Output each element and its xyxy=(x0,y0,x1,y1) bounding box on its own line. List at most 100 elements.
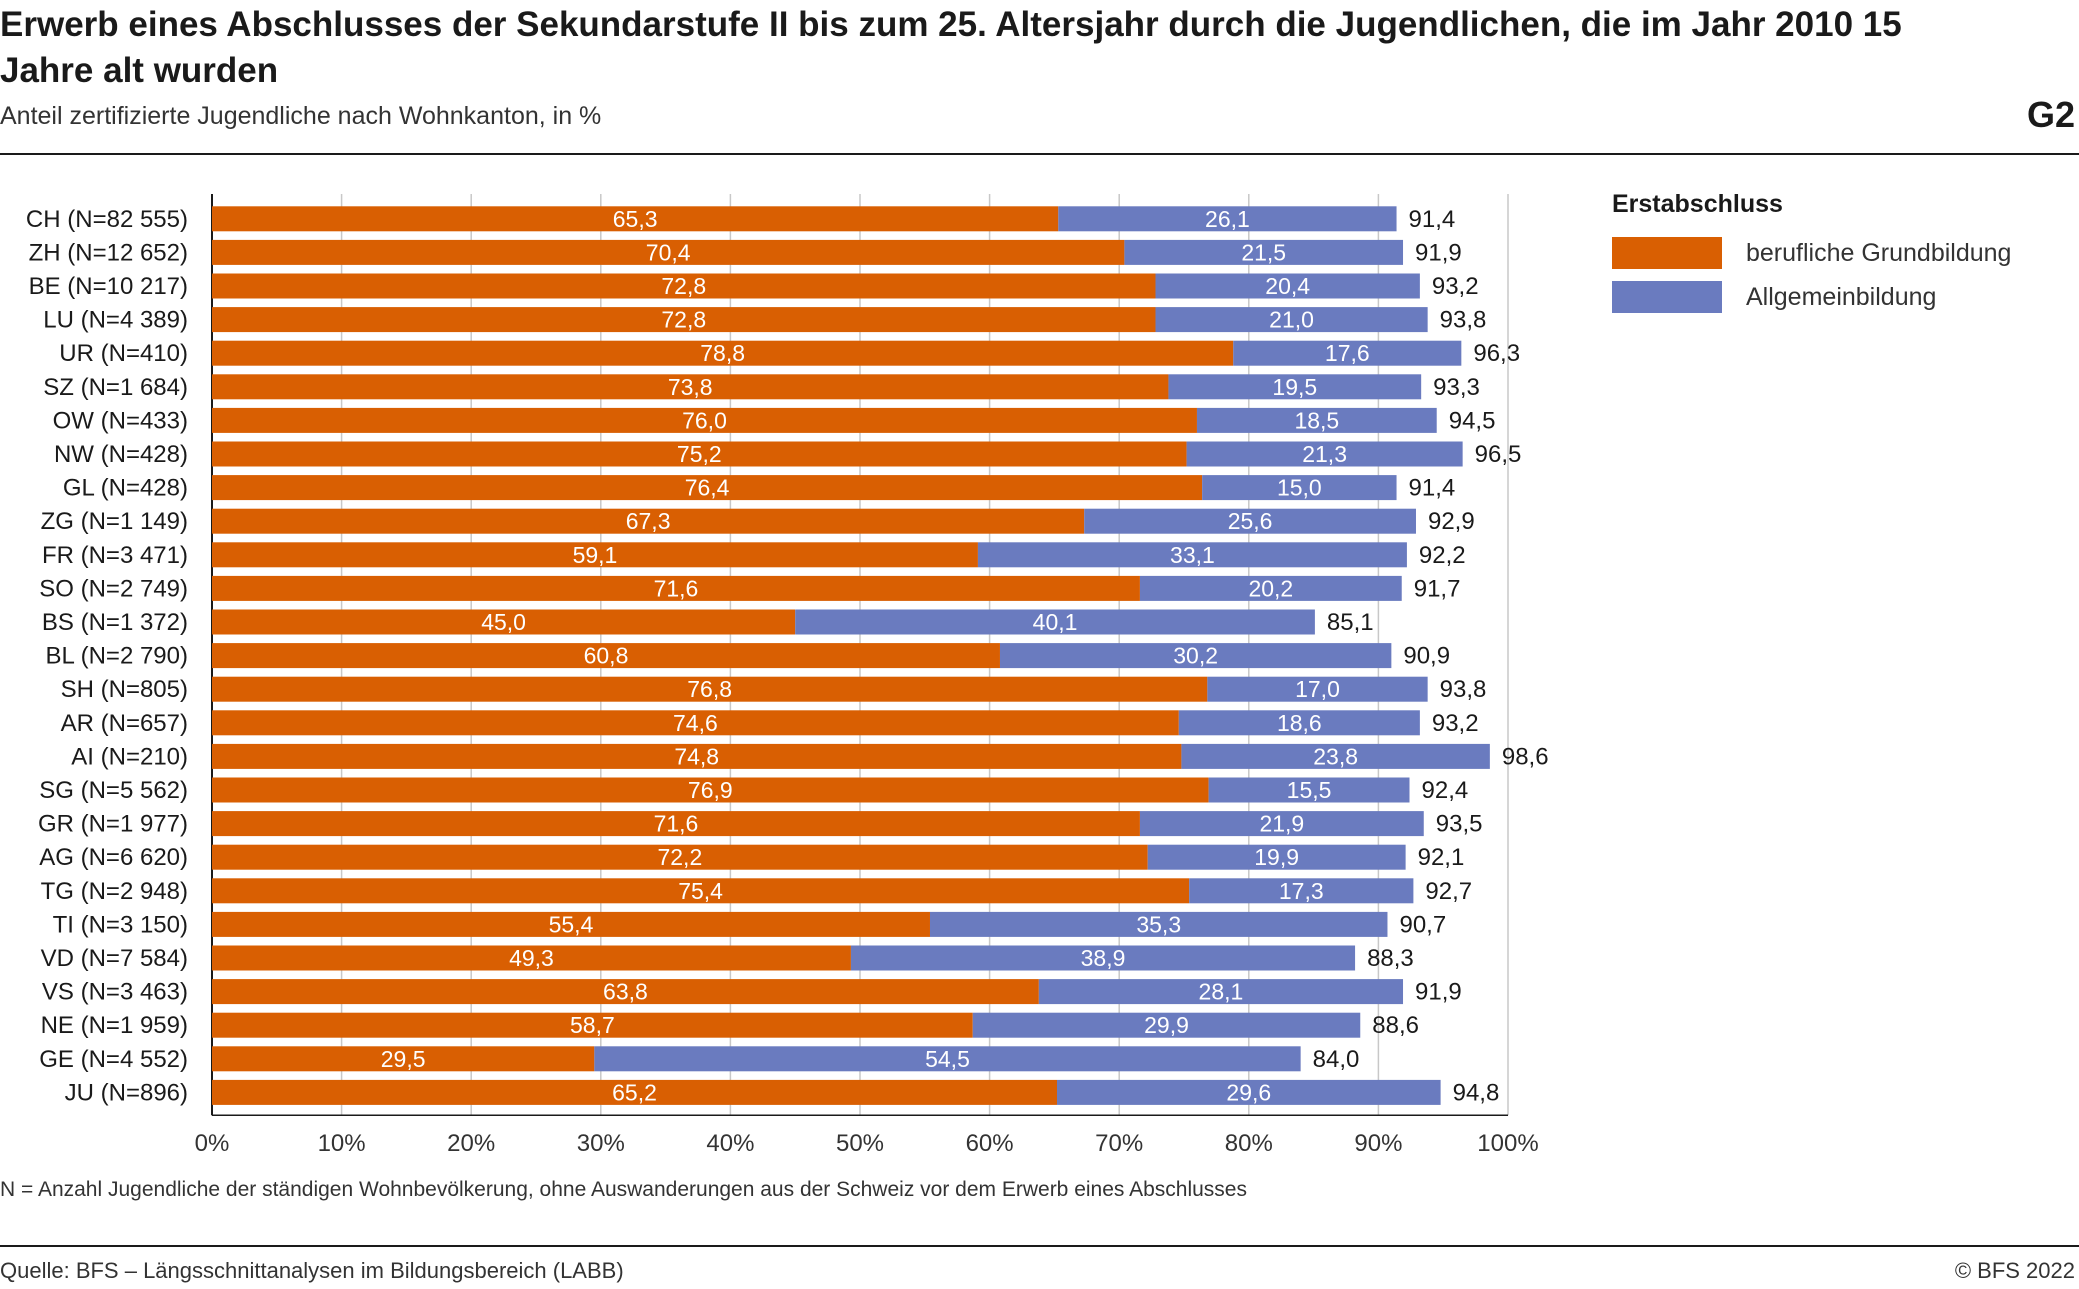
total-label: 90,7 xyxy=(1399,911,1446,938)
bar-berufliche xyxy=(212,911,930,937)
value-label-berufliche: 67,3 xyxy=(626,508,671,534)
total-label: 91,7 xyxy=(1414,575,1461,602)
bar-allgemein xyxy=(1038,979,1404,1005)
bar-allgemein xyxy=(1189,878,1414,904)
bar-berufliche xyxy=(212,1046,595,1072)
bar-berufliche xyxy=(212,508,1085,534)
bar-berufliche xyxy=(212,811,1140,837)
bar-allgemein xyxy=(1084,508,1416,534)
category-label: AG (N=6 620) xyxy=(39,844,188,871)
value-label-allgemein: 21,0 xyxy=(1269,307,1314,333)
value-label-allgemein: 54,5 xyxy=(925,1046,970,1072)
bar-allgemein xyxy=(1168,374,1422,400)
category-label: ZH (N=12 652) xyxy=(29,239,188,266)
category-label: GL (N=428) xyxy=(63,475,188,502)
value-label-berufliche: 49,3 xyxy=(509,945,554,971)
category-label: CH (N=82 555) xyxy=(26,206,188,233)
category-label: NW (N=428) xyxy=(54,441,188,468)
value-label-allgemein: 25,6 xyxy=(1228,508,1273,534)
category-label: AI (N=210) xyxy=(71,743,188,770)
value-label-berufliche: 78,8 xyxy=(700,340,745,366)
value-label-berufliche: 70,4 xyxy=(646,239,691,265)
category-label: VD (N=7 584) xyxy=(41,945,188,972)
x-tick-label: 40% xyxy=(706,1130,754,1157)
bar-allgemein xyxy=(1056,1079,1441,1105)
value-label-allgemein: 21,9 xyxy=(1259,811,1304,837)
value-label-berufliche: 74,6 xyxy=(673,710,718,736)
bar-allgemein xyxy=(1196,407,1437,433)
total-label: 93,2 xyxy=(1432,273,1479,300)
total-label: 92,9 xyxy=(1428,508,1475,535)
value-label-allgemein: 26,1 xyxy=(1205,206,1250,232)
value-label-berufliche: 58,7 xyxy=(570,1012,615,1038)
value-label-berufliche: 45,0 xyxy=(481,609,526,635)
value-label-allgemein: 17,3 xyxy=(1279,878,1324,904)
category-label: VS (N=3 463) xyxy=(42,979,188,1006)
bar-berufliche xyxy=(212,374,1169,400)
bar-berufliche xyxy=(212,710,1179,736)
bar-berufliche xyxy=(212,676,1208,702)
value-label-allgemein: 21,5 xyxy=(1241,239,1286,265)
category-label: SO (N=2 749) xyxy=(39,575,188,602)
total-label: 90,9 xyxy=(1403,643,1450,670)
x-tick-label: 0% xyxy=(195,1130,230,1157)
value-label-berufliche: 29,5 xyxy=(381,1046,426,1072)
bar-berufliche xyxy=(212,273,1156,299)
bar-berufliche xyxy=(212,743,1182,769)
x-tick-label: 70% xyxy=(1095,1130,1143,1157)
legend: Erstabschluss berufliche Grundbildung Al… xyxy=(1612,190,2011,319)
total-label: 96,3 xyxy=(1473,340,1520,367)
bar-berufliche xyxy=(212,1012,973,1038)
x-tick-label: 30% xyxy=(577,1130,625,1157)
value-label-allgemein: 17,6 xyxy=(1325,340,1370,366)
stacked-bar-chart: 0% 10% 20% 30% 40% 50% 60% 70% 80% 90% 100% CH (N=8… xyxy=(26,194,1549,1157)
total-label: 93,2 xyxy=(1432,710,1479,737)
copyright-text: © BFS 2022 xyxy=(1954,1258,2075,1283)
value-label-allgemein: 29,6 xyxy=(1226,1079,1271,1105)
bar-allgemein xyxy=(1208,777,1410,803)
legend-swatch-allgemein xyxy=(1612,281,1722,313)
value-label-berufliche: 76,8 xyxy=(687,676,732,702)
category-label: BE (N=10 217) xyxy=(29,273,188,300)
value-label-allgemein: 33,1 xyxy=(1170,542,1215,568)
bottom-rule xyxy=(0,1245,2079,1247)
bar-allgemein xyxy=(594,1046,1301,1072)
value-label-berufliche: 76,0 xyxy=(682,407,727,433)
total-label: 91,9 xyxy=(1415,239,1462,266)
value-label-berufliche: 60,8 xyxy=(584,643,629,669)
bar-berufliche xyxy=(212,542,978,568)
total-label: 91,4 xyxy=(1409,206,1456,233)
total-label: 84,0 xyxy=(1313,1046,1360,1073)
value-label-berufliche: 76,9 xyxy=(688,777,733,803)
total-label: 96,5 xyxy=(1475,441,1522,468)
total-label: 91,4 xyxy=(1409,475,1456,502)
bar-allgemein xyxy=(850,945,1356,971)
category-label: BS (N=1 372) xyxy=(42,609,188,636)
bar-layer xyxy=(212,206,1490,1105)
bar-berufliche xyxy=(212,575,1140,601)
category-label: SG (N=5 562) xyxy=(39,777,188,804)
category-label: TG (N=2 948) xyxy=(41,878,188,905)
bar-berufliche xyxy=(212,475,1203,501)
label-layer: 0% 10% 20% 30% 40% 50% 60% 70% 80% 90% 100% CH (N=8… xyxy=(26,206,1549,1157)
x-tick-label: 10% xyxy=(318,1130,366,1157)
category-label: GR (N=1 977) xyxy=(38,811,188,838)
bar-berufliche xyxy=(212,441,1187,467)
bar-berufliche xyxy=(212,878,1190,904)
bar-berufliche xyxy=(212,777,1209,803)
bar-berufliche xyxy=(212,239,1125,265)
total-label: 98,6 xyxy=(1502,743,1549,770)
value-label-berufliche: 76,4 xyxy=(685,475,730,501)
category-label: JU (N=896) xyxy=(65,1079,188,1106)
category-label: ZG (N=1 149) xyxy=(41,508,188,535)
category-label: OW (N=433) xyxy=(53,407,188,434)
total-label: 88,6 xyxy=(1372,1012,1419,1039)
category-label: FR (N=3 471) xyxy=(42,542,188,569)
legend-label-allgemein: Allgemeinbildung xyxy=(1746,282,1937,311)
x-tick-label: 20% xyxy=(447,1130,495,1157)
bar-berufliche xyxy=(212,643,1000,669)
bar-berufliche xyxy=(212,340,1234,366)
bar-berufliche xyxy=(212,979,1039,1005)
value-label-allgemein: 40,1 xyxy=(1033,609,1078,635)
bar-allgemein xyxy=(929,911,1388,937)
